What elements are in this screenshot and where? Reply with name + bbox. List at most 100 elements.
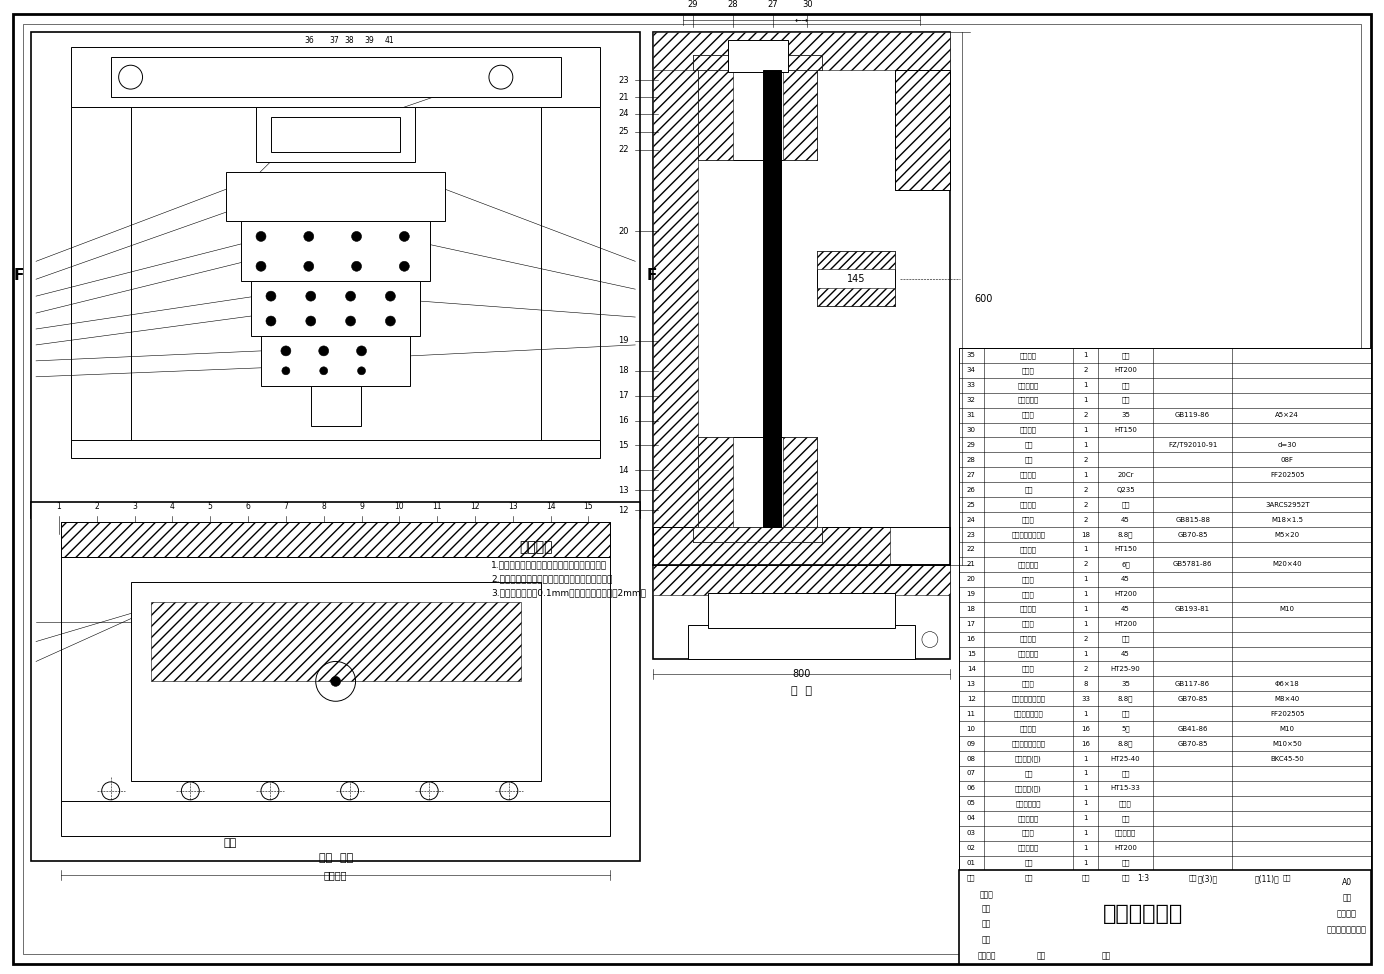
Bar: [61, 522, 610, 557]
Text: F: F: [646, 268, 657, 282]
Text: 第(3)页: 第(3)页: [1197, 874, 1218, 883]
Text: 名称: 名称: [1024, 875, 1032, 881]
Bar: [256, 107, 415, 162]
Text: 1: 1: [1084, 860, 1088, 866]
Circle shape: [304, 261, 314, 272]
Text: 35: 35: [967, 353, 976, 358]
Bar: [61, 557, 610, 805]
Text: HT150: HT150: [1114, 546, 1136, 552]
Bar: [241, 221, 430, 281]
Text: 3: 3: [131, 502, 137, 510]
Text: 26: 26: [967, 487, 976, 493]
Circle shape: [306, 316, 316, 326]
Bar: [698, 70, 818, 160]
Text: 圆锥销: 圆锥销: [1021, 681, 1035, 687]
Text: 8.8级: 8.8级: [1118, 740, 1133, 747]
Text: 3ARCS2952T: 3ARCS2952T: [1265, 502, 1309, 507]
Text: 1: 1: [1084, 591, 1088, 597]
Text: 2: 2: [1084, 412, 1088, 418]
Text: 145: 145: [847, 274, 865, 283]
Text: 800: 800: [792, 669, 811, 680]
Text: 25: 25: [619, 128, 628, 136]
Text: 16: 16: [619, 416, 628, 425]
Text: ←→: ←→: [794, 16, 808, 25]
Text: HT200: HT200: [1114, 621, 1136, 627]
Text: 型材: 型材: [1121, 860, 1129, 866]
Bar: [653, 565, 949, 595]
Text: 32: 32: [967, 397, 976, 403]
Text: 29: 29: [967, 442, 976, 448]
Bar: [698, 437, 818, 527]
Text: 1: 1: [1084, 442, 1088, 448]
Text: 30: 30: [966, 427, 976, 433]
Text: 33: 33: [966, 382, 976, 389]
Bar: [782, 70, 818, 160]
Text: 35: 35: [1121, 412, 1129, 418]
Text: Φ6×18: Φ6×18: [1275, 681, 1300, 687]
Circle shape: [400, 232, 410, 242]
Text: 部件: 部件: [1121, 396, 1129, 403]
Text: GB70-85: GB70-85: [1178, 695, 1208, 702]
Text: Q235: Q235: [1116, 487, 1135, 493]
Text: 1: 1: [1084, 546, 1088, 552]
Bar: [262, 336, 410, 386]
Text: 橡皮: 橡皮: [1121, 352, 1129, 358]
Bar: [693, 527, 822, 542]
Bar: [693, 56, 822, 70]
Text: HT200: HT200: [1114, 845, 1136, 851]
Text: 法兰: 法兰: [1024, 441, 1032, 448]
Text: 陶瓷: 陶瓷: [1121, 815, 1129, 821]
Text: 15: 15: [619, 441, 628, 450]
Text: 1: 1: [1084, 711, 1088, 717]
Text: GB193-81: GB193-81: [1175, 606, 1210, 613]
Text: 行程开关: 行程开关: [1020, 636, 1037, 643]
Text: 尺寸: 尺寸: [224, 838, 237, 847]
Bar: [30, 32, 641, 518]
Text: HT25-40: HT25-40: [1111, 756, 1140, 762]
Text: HT150: HT150: [1114, 427, 1136, 433]
Text: 尺寸标注: 尺寸标注: [324, 871, 347, 880]
Bar: [71, 440, 601, 459]
Text: 01: 01: [966, 860, 976, 866]
Text: 18: 18: [966, 606, 976, 613]
Text: 1: 1: [1084, 397, 1088, 403]
Bar: [61, 522, 610, 557]
Circle shape: [318, 346, 328, 356]
Bar: [541, 107, 601, 445]
Text: 28: 28: [967, 457, 976, 463]
Text: 24: 24: [619, 109, 628, 119]
Bar: [271, 117, 400, 152]
Text: 轴承端盖: 轴承端盖: [1020, 546, 1037, 553]
Text: 45: 45: [1121, 516, 1129, 523]
Text: 重量: 重量: [1037, 952, 1046, 960]
Text: 4: 4: [170, 502, 174, 510]
Bar: [653, 527, 890, 565]
Text: 2: 2: [1084, 487, 1088, 493]
Text: 混合轴承: 混合轴承: [1020, 502, 1037, 508]
Text: 机械工程及自动化: 机械工程及自动化: [1327, 925, 1367, 935]
Text: 31: 31: [966, 412, 976, 418]
Text: 21: 21: [619, 93, 628, 101]
Text: GB41-86: GB41-86: [1178, 726, 1208, 731]
Text: 六角头螺栓: 六角头螺栓: [1017, 561, 1039, 568]
Text: 35: 35: [1121, 681, 1129, 687]
Text: 1: 1: [1084, 471, 1088, 478]
Text: 17: 17: [619, 392, 628, 400]
Text: F: F: [14, 268, 25, 282]
Text: 20Cr: 20Cr: [1117, 471, 1133, 478]
Text: 内六角圆柱头螺钉: 内六角圆柱头螺钉: [1012, 740, 1045, 747]
Text: 5: 5: [208, 502, 213, 510]
Text: A5×24: A5×24: [1276, 412, 1300, 418]
Text: 600: 600: [974, 293, 994, 304]
Circle shape: [320, 367, 328, 375]
Bar: [693, 527, 822, 542]
Text: 绘图: 绘图: [983, 919, 991, 929]
Text: 12: 12: [967, 695, 976, 702]
Text: 41: 41: [385, 36, 394, 45]
Text: GB117-86: GB117-86: [1175, 681, 1210, 687]
Text: 3.本总图的制作为0.1mm，水泥钢丝圈粗细于2mm。: 3.本总图的制作为0.1mm，水泥钢丝圈粗细于2mm。: [491, 588, 646, 597]
Text: 2: 2: [1084, 561, 1088, 568]
Text: 33: 33: [1081, 695, 1091, 702]
Text: 27: 27: [967, 471, 976, 478]
Text: 可升降工作台: 可升降工作台: [1103, 904, 1183, 924]
